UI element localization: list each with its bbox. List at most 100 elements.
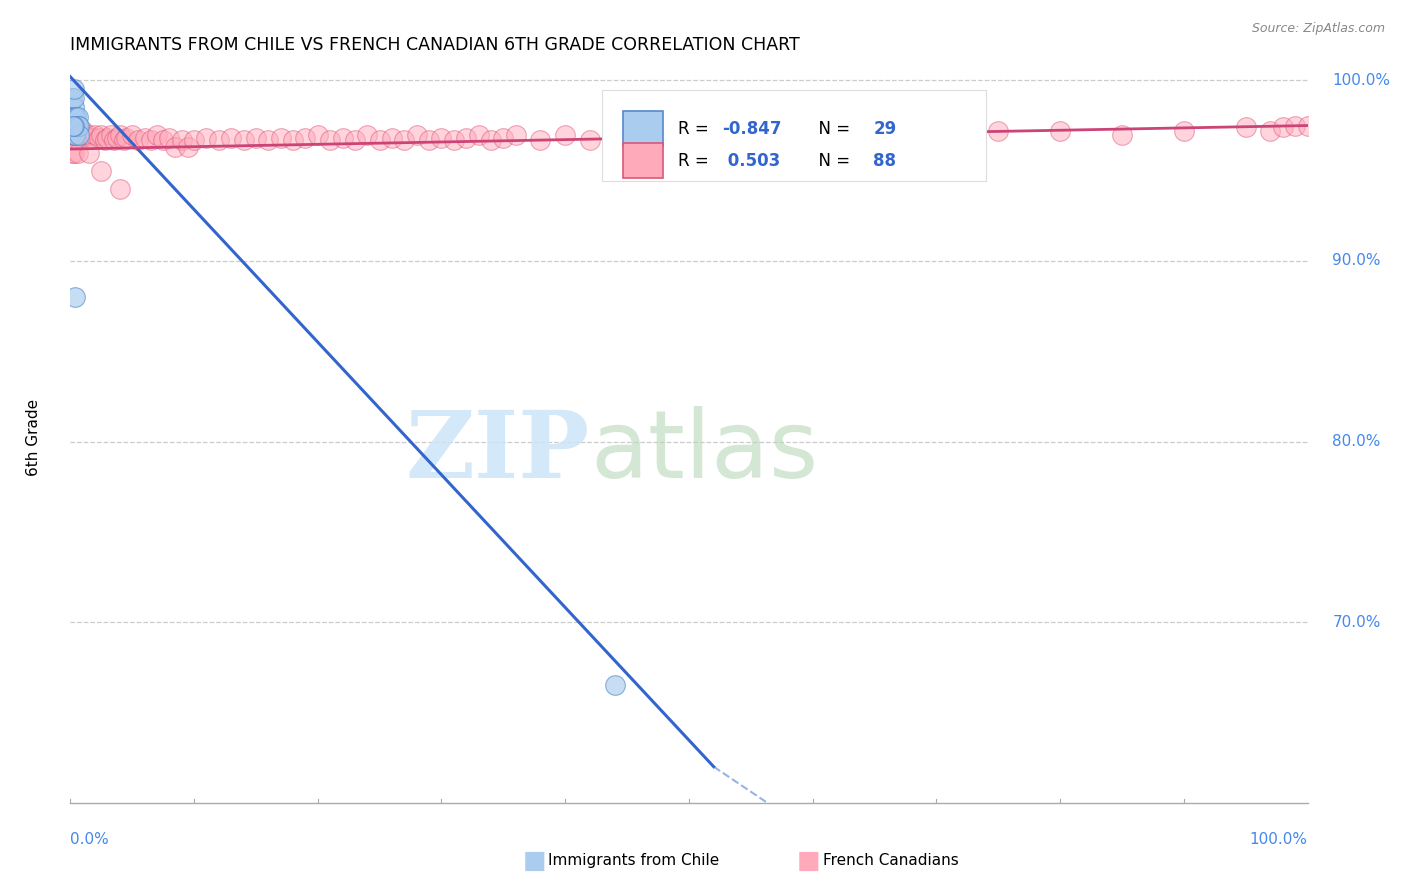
Text: 100.0%: 100.0% [1333, 73, 1391, 88]
Point [165, 140, 187, 154]
Point [195, 131, 218, 145]
Point [430, 131, 453, 145]
Point [678, 128, 700, 142]
Text: 70.0%: 70.0% [1333, 615, 1381, 630]
Point [529, 133, 551, 147]
Point [60, 119, 83, 133]
Point [343, 133, 366, 147]
Point [332, 131, 354, 145]
Point [1260, 124, 1282, 138]
Point [1049, 124, 1071, 138]
Text: ■: ■ [797, 849, 820, 872]
Text: N =: N = [807, 152, 855, 169]
Text: 29: 29 [873, 120, 897, 137]
Bar [623, 143, 664, 178]
Point [245, 131, 267, 145]
Point [177, 140, 200, 154]
Text: 0.503: 0.503 [723, 152, 780, 169]
Point [281, 133, 304, 147]
Point [801, 128, 824, 142]
Point [65, 128, 87, 142]
Point [294, 131, 316, 145]
Point [67, 133, 90, 147]
Point [82, 131, 104, 145]
Point [1234, 120, 1257, 135]
Point [121, 128, 143, 142]
Point [65, 110, 87, 124]
Point [75, 129, 97, 144]
Point [108, 128, 131, 142]
Point [1271, 120, 1294, 135]
Point [479, 133, 502, 147]
Point [63, 129, 86, 144]
Point [208, 133, 231, 147]
Point [96, 131, 118, 145]
Point [115, 131, 138, 145]
Point [60, 145, 83, 160]
Text: N =: N = [807, 120, 855, 137]
Point [66, 119, 89, 133]
Point [66, 110, 89, 124]
Point [146, 128, 169, 142]
Point [319, 133, 342, 147]
Point [63, 145, 86, 160]
Point [63, 119, 86, 133]
Point [183, 133, 205, 147]
Point [100, 128, 122, 142]
Point [1284, 119, 1306, 133]
Text: IMMIGRANTS FROM CHILE VS FRENCH CANADIAN 6TH GRADE CORRELATION CHART: IMMIGRANTS FROM CHILE VS FRENCH CANADIAN… [70, 36, 800, 54]
Point [66, 119, 89, 133]
FancyBboxPatch shape [602, 90, 986, 181]
Point [60, 126, 83, 140]
Point [579, 133, 602, 147]
Point [70, 131, 93, 145]
Point [65, 119, 87, 133]
Point [381, 131, 404, 145]
Point [1173, 124, 1195, 138]
Point [405, 128, 427, 142]
Point [152, 133, 174, 147]
Text: atlas: atlas [591, 406, 818, 498]
Point [257, 133, 280, 147]
Point [652, 128, 675, 142]
Text: 100.0%: 100.0% [1250, 832, 1308, 847]
Text: Immigrants from Chile: Immigrants from Chile [548, 854, 720, 868]
Point [492, 131, 515, 145]
Text: ZIP: ZIP [406, 407, 591, 497]
Point [139, 133, 162, 147]
Point [60, 110, 83, 124]
Point [62, 119, 84, 133]
Point [63, 82, 86, 96]
Point [554, 128, 576, 142]
Point [1296, 119, 1319, 133]
Point [62, 119, 84, 133]
Point [65, 131, 87, 145]
Point [232, 133, 254, 147]
Point [72, 124, 94, 138]
Point [863, 124, 886, 138]
Point [270, 131, 292, 145]
Point [62, 110, 84, 124]
Point [62, 119, 84, 133]
Point [603, 128, 626, 142]
Point [157, 131, 180, 145]
Text: 80.0%: 80.0% [1333, 434, 1381, 449]
Point [87, 131, 110, 145]
Point [63, 119, 86, 133]
Point [65, 119, 87, 133]
Point [67, 119, 90, 133]
Point [65, 124, 87, 138]
Point [127, 133, 149, 147]
Point [77, 128, 100, 142]
Point [368, 133, 391, 147]
Point [170, 133, 193, 147]
Point [65, 128, 87, 142]
Point [134, 131, 156, 145]
Text: Source: ZipAtlas.com: Source: ZipAtlas.com [1251, 22, 1385, 36]
Point [65, 290, 87, 304]
Point [356, 128, 378, 142]
Point [1111, 128, 1133, 142]
Point [69, 128, 91, 142]
Point [63, 91, 86, 105]
Point [66, 145, 89, 160]
